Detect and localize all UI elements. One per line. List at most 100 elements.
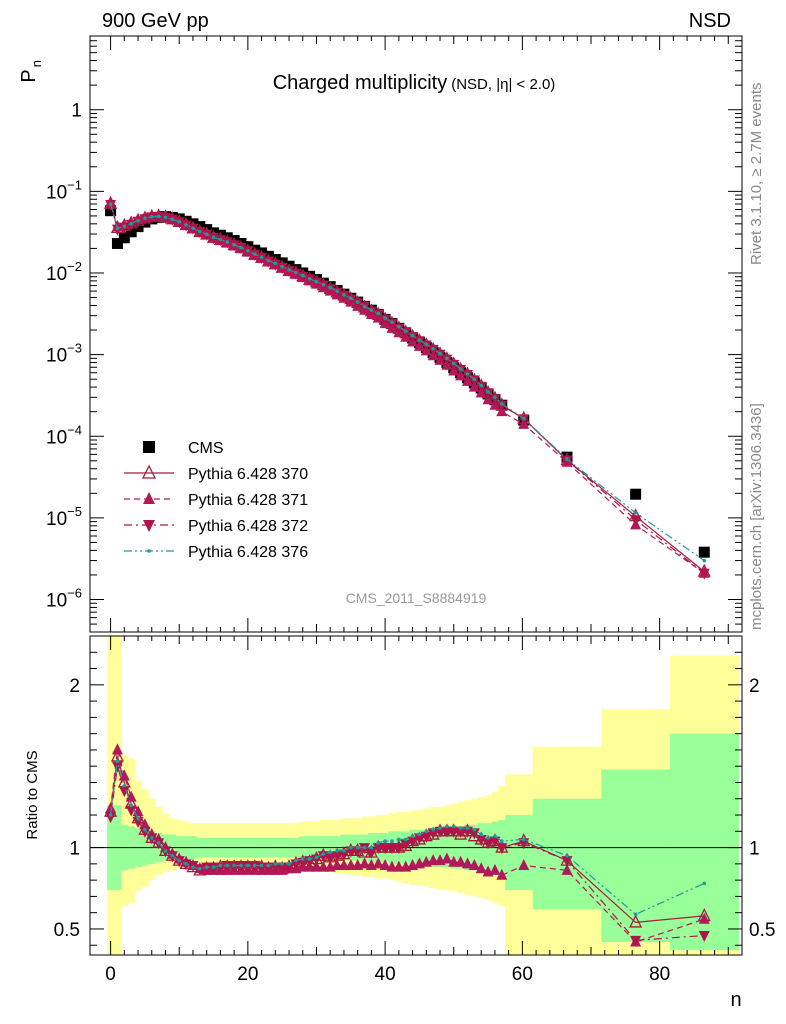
main-data-point [383, 316, 387, 320]
ratio-data-point [177, 858, 182, 863]
ratio-data-point [489, 863, 501, 875]
ratio-ytick-label-right: 1 [749, 839, 760, 860]
main-data-point [565, 457, 569, 461]
ratio-data-point [273, 862, 278, 866]
main-data-point [136, 218, 140, 223]
legend-entry: Pythia 6.428 372 [124, 518, 308, 535]
legend-entry: Pythia 6.428 371 [124, 492, 308, 509]
ratio-data-point [496, 843, 508, 855]
main-data-point [118, 232, 130, 244]
main-ytick-label: 10−2 [46, 259, 82, 285]
band-outer-bin [114, 636, 122, 955]
ratio-plot-area: 0.5 0.51 12 20 20 40 60 80 [54, 635, 775, 985]
ratio-data-point [239, 863, 243, 868]
main-data-point [239, 245, 243, 250]
legend: CMS Pythia 6.428 370 Pythia 6.428 371 Pythi… [124, 440, 308, 561]
ratio-data-point [125, 805, 137, 817]
main-data-point [482, 388, 494, 400]
ratio-ylabel: Ratio to CMS [24, 750, 41, 839]
ratio-data-point [136, 816, 140, 821]
main-data-point [321, 282, 326, 287]
xtick-label: 80 [649, 964, 670, 985]
ratio-data-point [468, 858, 480, 870]
main-data-point [431, 346, 435, 351]
main-data-point [475, 381, 487, 393]
ratio-ytick-label: 0.5 [54, 920, 80, 941]
ratio-data-point [465, 826, 470, 830]
chart-title: Charged multiplicity (NSD, |η| < 2.0) [273, 72, 556, 94]
main-data-point [352, 298, 364, 310]
ratio-data-point [372, 857, 384, 869]
ratio-data-point [698, 930, 710, 942]
chart-title-sub: (NSD, |η| < 2.0) [451, 76, 555, 93]
ratio-data-point [184, 862, 188, 866]
ratio-series-1 [105, 743, 710, 947]
ratio-data-point [359, 857, 371, 869]
ratio-data-point [149, 836, 154, 840]
ratio-series-3 [108, 759, 707, 917]
main-ytick-exponent: −2 [67, 259, 82, 274]
ratio-data-point [475, 862, 487, 874]
main-data-point [170, 217, 175, 221]
main-data-point [307, 276, 312, 281]
ratio-data-point [321, 852, 326, 856]
ratio-frame [89, 635, 743, 956]
ratio-data-point [445, 824, 449, 829]
ratio-data-point [424, 829, 429, 834]
main-data-point [630, 488, 642, 500]
ratio-data-point [211, 865, 216, 869]
svg-text:Pn: Pn [18, 60, 44, 83]
ratio-data-point [486, 836, 490, 840]
main-data-point [521, 416, 526, 421]
ratio-ytick-label-right: 0.5 [749, 920, 775, 941]
legend-marker [143, 492, 155, 504]
ratio-data-point [225, 863, 230, 868]
ratio-data-point [383, 839, 387, 843]
ratio-data-point [438, 826, 442, 830]
ratio-data-point [310, 854, 322, 866]
legend-entry: CMS [143, 440, 224, 457]
ratio-data-point [518, 858, 530, 870]
ratio-data-point [287, 862, 291, 866]
ratio-data-point [355, 845, 360, 850]
main-data-point [702, 558, 707, 563]
ratio-data-point [156, 840, 161, 845]
main-data-point [149, 214, 154, 219]
main-data-point [496, 400, 508, 412]
ratio-data-point [393, 843, 405, 855]
main-data-point [420, 340, 432, 352]
main-data-point [407, 332, 419, 344]
main-data-point [410, 333, 415, 338]
ratio-data-point [143, 827, 147, 832]
ratio-data-point [413, 833, 425, 845]
ratio-data-point [698, 912, 710, 924]
legend-marker [143, 441, 155, 453]
main-plot-area: 110−110−210−310−410−510−6 [46, 35, 743, 633]
ratio-data-point [252, 863, 257, 868]
main-ytick-exponent: −5 [67, 504, 82, 519]
main-data-point [204, 232, 209, 236]
main-data-point [445, 356, 449, 361]
main-data-point [349, 296, 353, 301]
main-data-point [386, 319, 398, 331]
main-data-point [493, 395, 497, 400]
main-data-point [397, 324, 401, 329]
main-data-point [328, 285, 333, 290]
ratio-data-point [232, 863, 236, 868]
main-data-point [300, 273, 305, 278]
ratio-data-point [362, 845, 367, 850]
main-ytick-label: 10−1 [46, 177, 82, 203]
main-data-point [122, 224, 127, 229]
main-data-point [369, 308, 374, 313]
ratio-data-point [633, 912, 638, 917]
x-axis-label: n [730, 989, 741, 1011]
ratio-data-point [472, 827, 477, 832]
xtick-label: 40 [375, 964, 396, 985]
ratio-data-point [331, 851, 343, 863]
main-data-point [499, 401, 504, 406]
main-ytick-base: 10 [46, 427, 67, 448]
ratio-data-point [246, 863, 250, 868]
main-ytick-label: 10−4 [46, 422, 82, 448]
ratio-data-point [335, 849, 339, 853]
main-data-point [225, 240, 230, 244]
